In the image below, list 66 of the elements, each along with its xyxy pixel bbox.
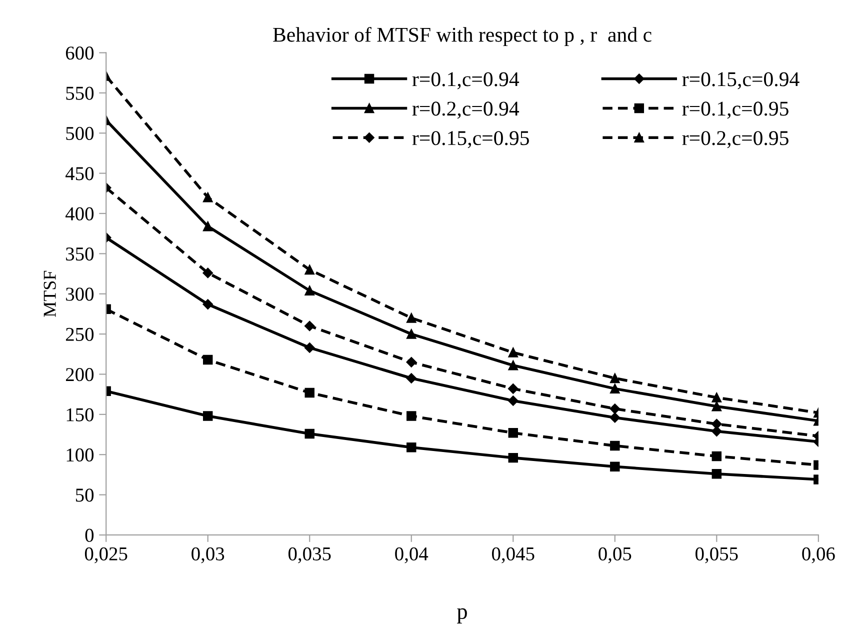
point — [508, 452, 518, 463]
point — [610, 384, 620, 394]
chart-title: Behavior of MTSF with respect to p , r and c — [273, 26, 652, 46]
legend-label: r=0.15,c=0.94 — [682, 72, 800, 90]
x-tick-label: 0,025 — [84, 547, 128, 564]
legend-label: r=0.15,c=0.95 — [412, 131, 529, 148]
point — [202, 192, 213, 202]
y-tick-label: 250 — [66, 328, 94, 341]
point — [610, 440, 620, 451]
point — [508, 348, 518, 358]
point — [406, 411, 416, 421]
x-tick-label: 0,035 — [288, 547, 331, 564]
point — [508, 384, 518, 394]
point — [304, 320, 315, 332]
point — [406, 357, 416, 368]
y-tick-label: 200 — [66, 368, 94, 382]
y-tick-label: 500 — [66, 126, 94, 140]
y-tick-label: 600 — [66, 46, 94, 60]
point — [610, 373, 620, 384]
point — [304, 286, 314, 296]
point — [712, 418, 722, 430]
y-tick-label: 450 — [66, 167, 94, 180]
point — [712, 392, 722, 402]
x-tick-label: 0,04 — [395, 547, 428, 564]
point — [406, 313, 416, 323]
y-tick-label: 0 — [85, 528, 94, 542]
point — [508, 360, 518, 370]
y-tick-label: 50 — [76, 488, 94, 502]
point — [202, 411, 213, 421]
y-tick-label: 350 — [66, 247, 94, 261]
y-tick-label: 400 — [66, 207, 94, 220]
point — [406, 329, 416, 339]
y-tick-label: 100 — [66, 448, 94, 462]
point — [304, 428, 314, 439]
legend-label: r=0.2,c=0.95 — [682, 131, 788, 148]
x-axis-title: p — [457, 608, 467, 624]
point — [508, 396, 518, 406]
point — [712, 469, 722, 479]
point — [304, 388, 314, 398]
point — [712, 451, 722, 462]
point — [202, 268, 213, 278]
x-tick-label: 0,045 — [492, 547, 534, 564]
point — [406, 442, 416, 452]
point — [304, 342, 315, 353]
point — [712, 402, 722, 412]
y-axis-title: MTSF — [44, 270, 56, 317]
point — [202, 354, 213, 365]
x-tick-label: 0,06 — [802, 547, 835, 564]
point — [610, 462, 620, 472]
x-tick-label: 0,055 — [696, 547, 738, 564]
legend-label: r=0.2,c=0.94 — [412, 102, 520, 119]
point — [406, 373, 416, 384]
point — [508, 428, 518, 438]
legend-label: r=0.1,c=0.95 — [682, 102, 788, 119]
x-tick-label: 0,05 — [598, 547, 632, 564]
x-tick-label: 0,03 — [192, 547, 224, 564]
legend-label: r=0.1,c=0.94 — [412, 72, 520, 90]
y-tick-label: 300 — [66, 288, 94, 301]
point — [304, 264, 314, 275]
y-tick-label: 150 — [66, 408, 94, 422]
y-tick-label: 550 — [66, 86, 94, 100]
point — [202, 299, 213, 310]
point — [202, 221, 213, 232]
point — [610, 412, 620, 423]
point — [712, 426, 722, 436]
point — [610, 404, 620, 414]
